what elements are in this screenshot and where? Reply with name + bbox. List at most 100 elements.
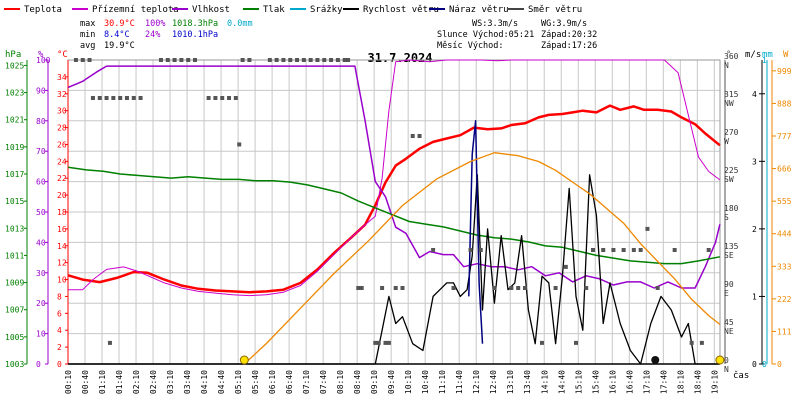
wind-direction-point [706,248,711,252]
axis-unit-rain: mm [762,50,773,60]
legend-label: Rychlost větru [363,5,439,15]
axis-tick-label-solar: 777 [777,132,792,141]
x-tick-label: 06:40 [285,370,294,394]
legend-label: Vlhkost [192,5,230,15]
axis-tick-label-solar: 0 [777,360,782,369]
wind-direction-point [591,248,596,252]
wind-direction-point [124,96,129,100]
axis-tick-label-celsius: 10 [57,276,67,285]
wind-direction-point [699,340,704,345]
axis-tick-label-direction: 45 [724,318,734,327]
axis-tick-label-solar: 999 [777,67,792,76]
axis-tick-label-percent: 20 [36,299,46,308]
axis-tick-label-percent: 60 [36,178,46,187]
axis-tick-label-percent: 30 [36,269,46,278]
x-tick-label: 05:40 [251,370,260,394]
info-mesic-vychod: Měsíc Východ: [437,41,504,51]
axis-tick-label-solar: 888 [777,99,792,108]
sun-marker-icon [715,355,725,365]
wind-direction-point [621,248,626,252]
wind-direction-point [73,58,78,62]
legend-item-vlhkost: Vlhkost [172,5,230,15]
axis-tick-label-hpa: 1007 [5,306,24,315]
wind-direction-point [227,96,232,100]
wind-direction-point [417,134,422,138]
axis-unit-celsius: °C [57,50,68,60]
axis-tick-label-hpa: 1019 [5,143,24,152]
axis-tick-label-wind: 4 [752,90,757,99]
axis-tick-label-percent: 40 [36,238,46,247]
x-tick-label: 17:40 [659,370,668,394]
info-slunce-vychod: Slunce Východ:05:21 [437,30,534,40]
axis-tick-label-celsius: 4 [57,326,62,335]
stats-min-hum: 24% [145,30,160,40]
x-tick-label: 09:10 [370,370,379,394]
info-slunce-zapad: Západ:20:32 [541,30,597,40]
axis-tick-label-solar: 333 [777,262,792,271]
legend-item-rychlost-vetru: Rychlost větru [343,5,439,15]
wind-direction-point [539,340,544,345]
series-rychlost-vetru [68,174,720,365]
wind-direction-point [138,96,143,100]
axis-tick-label-direction: 90 [724,280,734,289]
wind-direction-point [233,96,238,100]
wind-direction-point [492,286,497,290]
axis-unit-percent: % [38,50,44,60]
wind-direction-point [87,58,92,62]
wind-direction-point [247,58,252,62]
axis-tick-label-wind: 1 [752,292,757,301]
axis-tick-label-hpa: 1015 [5,197,24,206]
wind-direction-point [655,286,660,290]
x-tick-label: 05:10 [234,370,243,394]
wind-direction-point [80,58,85,62]
wind-direction-point [373,340,378,345]
axis-tick-label-compass: W [724,137,729,146]
info-block: WS:3.3m/s WG:3.9m/s Slunce Východ:05:21 … [437,19,597,51]
wind-direction-point [553,286,558,290]
x-tick-label: 07:10 [302,370,311,394]
legend-label: Náraz větru [449,5,509,15]
axis-tick-label-celsius: 26 [57,140,67,149]
wind-direction-point [158,58,163,62]
axis-tick-label-celsius: 28 [57,124,67,133]
wind-direction-point [522,286,527,290]
axis-tick-label-hpa: 1025 [5,61,24,70]
axis-tick-label-compass: N [724,61,729,70]
axis-tick-label-celsius: 32 [57,90,67,99]
legend: Teplota Přízemní teplota Vlhkost Tlak Sr… [4,5,582,15]
wind-direction-point [359,286,364,290]
axis-tick-label-hpa: 1009 [5,279,24,288]
wind-direction-point [118,96,123,100]
axis-tick-label-percent: 80 [36,117,46,126]
x-tick-label: 16:10 [608,370,617,394]
axis-tick-label-hpa: 1013 [5,224,24,233]
x-tick-label: 18:40 [693,370,702,394]
wind-direction-point [237,142,242,147]
wind-direction-point [186,58,191,62]
legend-item-srazky: Srážky [290,5,343,15]
wind-direction-point [383,340,388,345]
axis-tick-label-wind: 3 [752,157,757,166]
info-mesic-zapad: Západ:17:26 [541,41,597,51]
markers [239,355,725,365]
axis-tick-label-direction: 360 [724,52,739,61]
wind-direction-point [509,286,514,290]
x-tick-label: 03:10 [166,370,175,394]
axis-tick-label-direction: 180 [724,204,739,213]
axis-tick-label-hpa: 1003 [5,360,24,369]
axis-tick-label-celsius: 14 [57,242,67,251]
legend-item-tlak: Tlak [243,5,285,15]
axis-tick-label-celsius: 6 [57,309,62,318]
info-ws: WS:3.3m/s [472,19,518,29]
x-tick-label: 19:10 [710,370,719,394]
axis-unit-wind: m/s [745,50,761,60]
x-tick-label: 15:10 [574,370,583,394]
axis-tick-label-hpa: 1023 [5,89,24,98]
wind-direction-point [410,134,415,138]
x-tick-label: 02:40 [149,370,158,394]
axis-tick-label-compass: NE [724,327,734,336]
wind-direction-point [281,58,286,62]
axis-tick-label-percent: 100 [36,56,51,65]
legend-item-prizemni-teplota: Přízemní teplota [72,5,179,15]
